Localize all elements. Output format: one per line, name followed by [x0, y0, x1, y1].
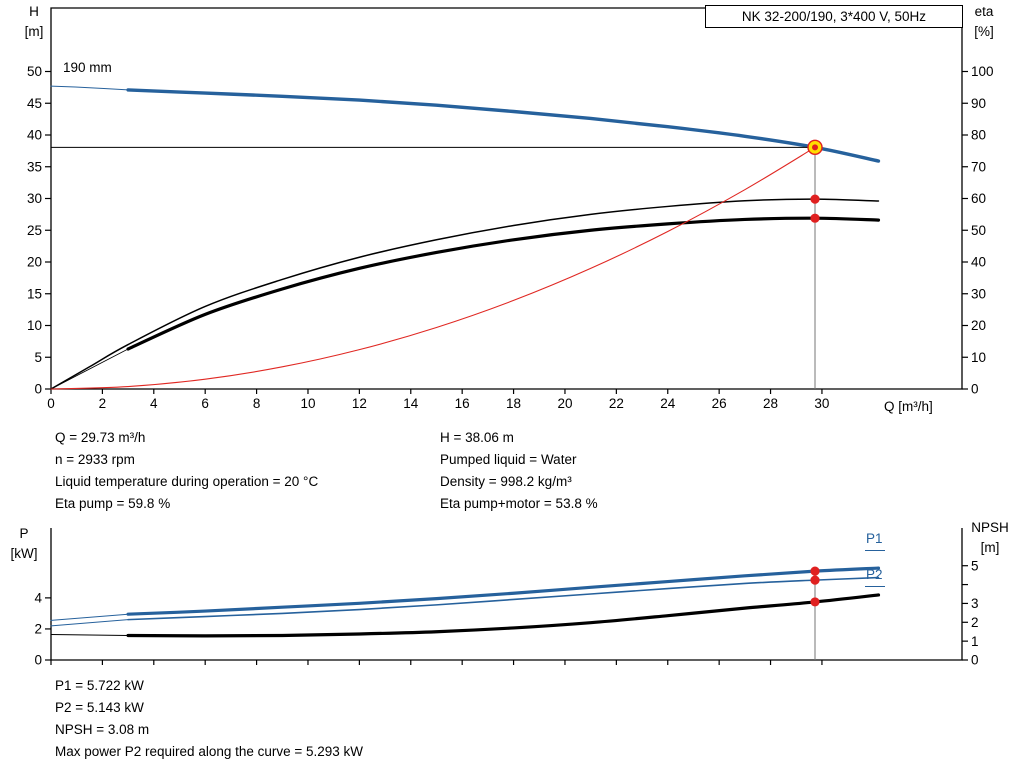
y-right-tick-label: 30 [971, 286, 986, 301]
text-line: Eta pump = 59.8 % [55, 496, 171, 511]
text-line: Liquid temperature during operation = 20… [55, 474, 319, 489]
y-left-tick-label: 35 [27, 159, 42, 174]
y-left-tick-label: 25 [27, 223, 42, 238]
y-right-tick-label: 0 [971, 653, 979, 668]
y-left-tick-label: 2 [34, 622, 42, 637]
y-right-tick-label: 1 [971, 634, 979, 649]
system-curve [50, 146, 816, 390]
duty-point-dot [810, 575, 820, 585]
y-right-tick-label: 20 [971, 318, 986, 333]
h-axis-title: H [m] [14, 2, 54, 42]
y-left-tick-label: 15 [27, 286, 42, 301]
y-left-tick-label: 50 [27, 64, 42, 79]
qh-eta-chart-frame [50, 7, 963, 390]
npsh-axis-unit: [m] [980, 540, 1000, 555]
x-tick-label: 10 [300, 396, 315, 411]
p2-lead [50, 619, 129, 627]
operating-data-right: H = 38.06 m Pumped liquid = Water Density … [440, 427, 598, 515]
duty-point-dot [810, 194, 820, 204]
p1-curve-label: P1 [865, 529, 885, 551]
y-right-tick-label: 2 [971, 615, 979, 630]
y-left-tick-label: 40 [27, 128, 42, 143]
p-axis-unit: [kW] [10, 546, 38, 561]
eta-axis-unit: [%] [974, 24, 994, 39]
text-line: NPSH = 3.08 m [55, 722, 150, 737]
p-axis-symbol: P [19, 526, 29, 541]
eta-pump-motor-lead [50, 348, 129, 390]
x-tick-label: 24 [660, 396, 676, 411]
text-line: P1 = 5.722 kW [55, 678, 144, 693]
x-tick-label: 14 [403, 396, 419, 411]
eta-pump-motor-curve [126, 216, 881, 351]
h-axis-unit: [m] [24, 24, 44, 39]
y-right-tick-label: 80 [971, 128, 986, 143]
y-left-tick-label: 4 [34, 591, 42, 606]
y-right-tick-label: 3 [971, 596, 979, 611]
p-axis-title: P [kW] [2, 524, 46, 564]
y-left-tick-label: 20 [27, 255, 42, 270]
duty-point-dot [810, 597, 820, 607]
q-axis-title: Q [m³/h] [884, 399, 933, 414]
x-tick-label: 0 [47, 396, 55, 411]
x-tick-label: 28 [763, 396, 778, 411]
x-tick-label: 22 [609, 396, 624, 411]
y-left-tick-label: 0 [34, 653, 42, 668]
head-curve-190mm [126, 88, 881, 163]
eta-pump-curve [50, 198, 880, 390]
x-tick-label: 16 [455, 396, 470, 411]
pump-model-box: NK 32-200/190, 3*400 V, 50Hz [705, 5, 963, 28]
npsh-axis-symbol: NPSH [971, 520, 1009, 535]
y-right-tick-label: 90 [971, 96, 986, 111]
p1-curve [126, 566, 881, 616]
text-line: Max power P2 required along the curve = … [55, 744, 364, 759]
y-right-tick-label: 100 [971, 64, 994, 79]
p2-curve-label: P2 [865, 565, 885, 587]
y-right-tick-label: 0 [971, 382, 979, 397]
y-left-tick-label: 5 [34, 350, 42, 365]
text-line: H = 38.06 m [440, 430, 514, 445]
eta-axis-symbol: eta [974, 4, 994, 19]
power-npsh-chart-frame [50, 528, 963, 661]
text-line: Eta pump+motor = 53.8 % [440, 496, 598, 511]
x-tick-label: 6 [201, 396, 209, 411]
text-line: Density = 998.2 kg/m³ [440, 474, 572, 489]
y-left-tick-label: 30 [27, 191, 42, 206]
duty-point-dot [810, 566, 820, 576]
y-right-tick-label: 10 [971, 350, 986, 365]
x-tick-label: 2 [99, 396, 107, 411]
y-left-tick-label: 0 [34, 382, 42, 397]
duty-point-dot [810, 213, 820, 223]
x-tick-label: 8 [253, 396, 261, 411]
text-line: n = 2933 rpm [55, 452, 135, 467]
y-left-tick-label: 10 [27, 318, 42, 333]
head-curve-lead [50, 85, 129, 91]
p1-lead [50, 613, 129, 621]
x-tick-label: 30 [814, 396, 829, 411]
y-right-tick-label: 5 [971, 558, 979, 573]
h-axis-symbol: H [29, 4, 39, 19]
y-right-tick-label: 40 [971, 255, 986, 270]
x-tick-label: 26 [712, 396, 727, 411]
npsh-axis-title: NPSH [m] [960, 518, 1020, 558]
y-left-tick-label: 45 [27, 96, 42, 111]
npsh-curve [126, 593, 881, 638]
y-right-tick-label: 60 [971, 191, 986, 206]
x-tick-label: 18 [506, 396, 521, 411]
y-right-tick-label: 50 [971, 223, 986, 238]
y-right-tick-label: 70 [971, 159, 986, 174]
eta-axis-title: eta [%] [962, 2, 1006, 42]
text-line: Q = 29.73 m³/h [55, 430, 146, 445]
text-line: Pumped liquid = Water [440, 452, 577, 467]
npsh-lead [50, 634, 129, 636]
x-tick-label: 20 [557, 396, 572, 411]
impeller-diameter-label: 190 mm [63, 60, 112, 75]
x-tick-label: 12 [352, 396, 367, 411]
operating-data-left: Q = 29.73 m³/h n = 2933 rpm Liquid tempera… [55, 427, 318, 515]
p2-curve [127, 576, 880, 621]
x-tick-label: 4 [150, 396, 158, 411]
text-line: P2 = 5.143 kW [55, 700, 144, 715]
results-block: P1 = 5.722 kW P2 = 5.143 kW NPSH = 3.08 m M… [55, 675, 363, 763]
duty-point-marker-center [812, 144, 819, 151]
